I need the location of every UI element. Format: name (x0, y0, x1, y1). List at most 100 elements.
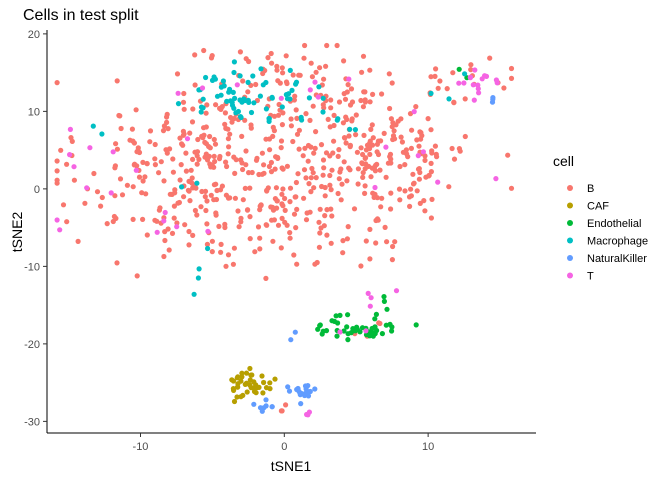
point-b (369, 142, 376, 148)
point-b (308, 189, 314, 195)
point-endothelial (345, 337, 351, 343)
point-b (359, 69, 365, 75)
point-b (186, 242, 192, 248)
point-t (54, 217, 60, 223)
y-axis-ticks: -30 -20 -10 0 10 20 (24, 29, 47, 428)
point-b (127, 137, 133, 143)
point-b (294, 261, 300, 267)
point-b (231, 115, 237, 122)
point-b (416, 176, 422, 182)
point-b (275, 222, 282, 228)
point-b (174, 71, 181, 77)
point-b (213, 196, 220, 203)
point-b (368, 174, 374, 180)
point-b (71, 177, 77, 183)
point-b (170, 156, 176, 162)
point-endothelial (341, 328, 347, 334)
point-macrophage (293, 81, 299, 87)
point-t (482, 73, 488, 79)
point-b (189, 119, 196, 125)
point-b (216, 156, 223, 162)
point-b (327, 172, 333, 179)
point-b (253, 81, 259, 88)
point-b (317, 65, 323, 71)
point-macrophage (198, 104, 205, 110)
point-b (387, 151, 394, 157)
point-macrophage (316, 84, 322, 90)
point-b (195, 136, 201, 143)
point-b (468, 67, 474, 73)
point-b (302, 42, 308, 49)
point-b (183, 168, 189, 174)
point-b (279, 122, 285, 128)
point-b (274, 205, 280, 211)
point-b (318, 142, 325, 148)
point-b (230, 261, 236, 267)
point-caf (231, 398, 238, 405)
point-b (425, 116, 431, 122)
point-macrophage (90, 123, 96, 129)
point-naturalkiller (259, 408, 265, 414)
point-b (177, 177, 183, 183)
point-b (462, 96, 468, 102)
point-b (389, 257, 395, 263)
point-b (345, 82, 351, 88)
point-t (461, 80, 467, 86)
point-b (204, 198, 210, 204)
legend-title: cell (553, 153, 574, 169)
point-b (363, 155, 369, 161)
point-b (283, 402, 289, 408)
point-b (303, 175, 309, 181)
point-b (180, 99, 187, 105)
point-b (140, 178, 146, 184)
point-b (389, 124, 395, 130)
point-naturalkiller (251, 401, 257, 407)
point-t (337, 329, 343, 335)
point-macrophage (266, 115, 272, 122)
y-tick-label: -30 (24, 416, 40, 428)
point-b (177, 135, 183, 141)
point-b (161, 253, 167, 260)
point-b (129, 126, 135, 132)
point-b (201, 132, 207, 138)
point-b (293, 107, 299, 113)
point-b (384, 239, 390, 245)
point-macrophage (320, 109, 326, 115)
point-b (321, 165, 327, 171)
point-t (110, 149, 116, 155)
point-b (327, 153, 333, 159)
point-b (408, 193, 414, 199)
point-b (338, 166, 344, 172)
point-b (217, 105, 223, 111)
point-caf (251, 379, 257, 385)
point-b (318, 225, 324, 231)
point-b (329, 213, 335, 219)
point-b (449, 145, 455, 152)
point-b (139, 190, 145, 196)
point-b (112, 163, 118, 169)
legend-label-macrophage: Macrophage (587, 236, 648, 248)
point-b (387, 105, 393, 112)
point-b (342, 96, 349, 102)
point-b (316, 219, 322, 225)
point-b (310, 170, 316, 176)
legend-label-endothelial: Endothelial (587, 218, 641, 230)
point-b (325, 116, 331, 122)
point-t (184, 136, 191, 142)
point-b (294, 131, 301, 137)
point-b (181, 131, 187, 137)
point-b (130, 216, 136, 222)
point-b (269, 60, 275, 66)
x-tick-label: -10 (133, 441, 149, 453)
point-b (288, 123, 294, 129)
point-b (353, 112, 359, 118)
point-b (341, 58, 347, 64)
point-b (288, 116, 294, 122)
point-b (225, 151, 231, 157)
point-b (359, 161, 365, 167)
point-b (91, 170, 97, 177)
point-b (368, 126, 374, 132)
point-b (240, 197, 246, 203)
point-b (216, 223, 222, 229)
point-caf (253, 390, 259, 396)
